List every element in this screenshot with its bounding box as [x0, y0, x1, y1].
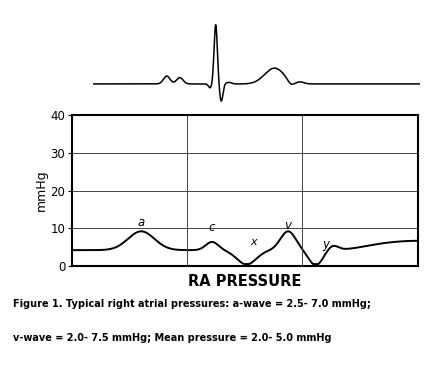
Text: y: y — [323, 238, 329, 251]
X-axis label: RA PRESSURE: RA PRESSURE — [188, 274, 301, 289]
Text: v: v — [285, 219, 292, 232]
Y-axis label: mmHg: mmHg — [34, 170, 47, 211]
Text: x: x — [250, 237, 257, 247]
Text: Figure 1. Typical right atrial pressures: a-wave = 2.5- 7.0 mmHg;: Figure 1. Typical right atrial pressures… — [13, 299, 371, 310]
Text: v-wave = 2.0- 7.5 mmHg; Mean pressure = 2.0- 5.0 mmHg: v-wave = 2.0- 7.5 mmHg; Mean pressure = … — [13, 333, 331, 343]
Text: c: c — [209, 221, 215, 234]
Text: a: a — [137, 217, 145, 230]
